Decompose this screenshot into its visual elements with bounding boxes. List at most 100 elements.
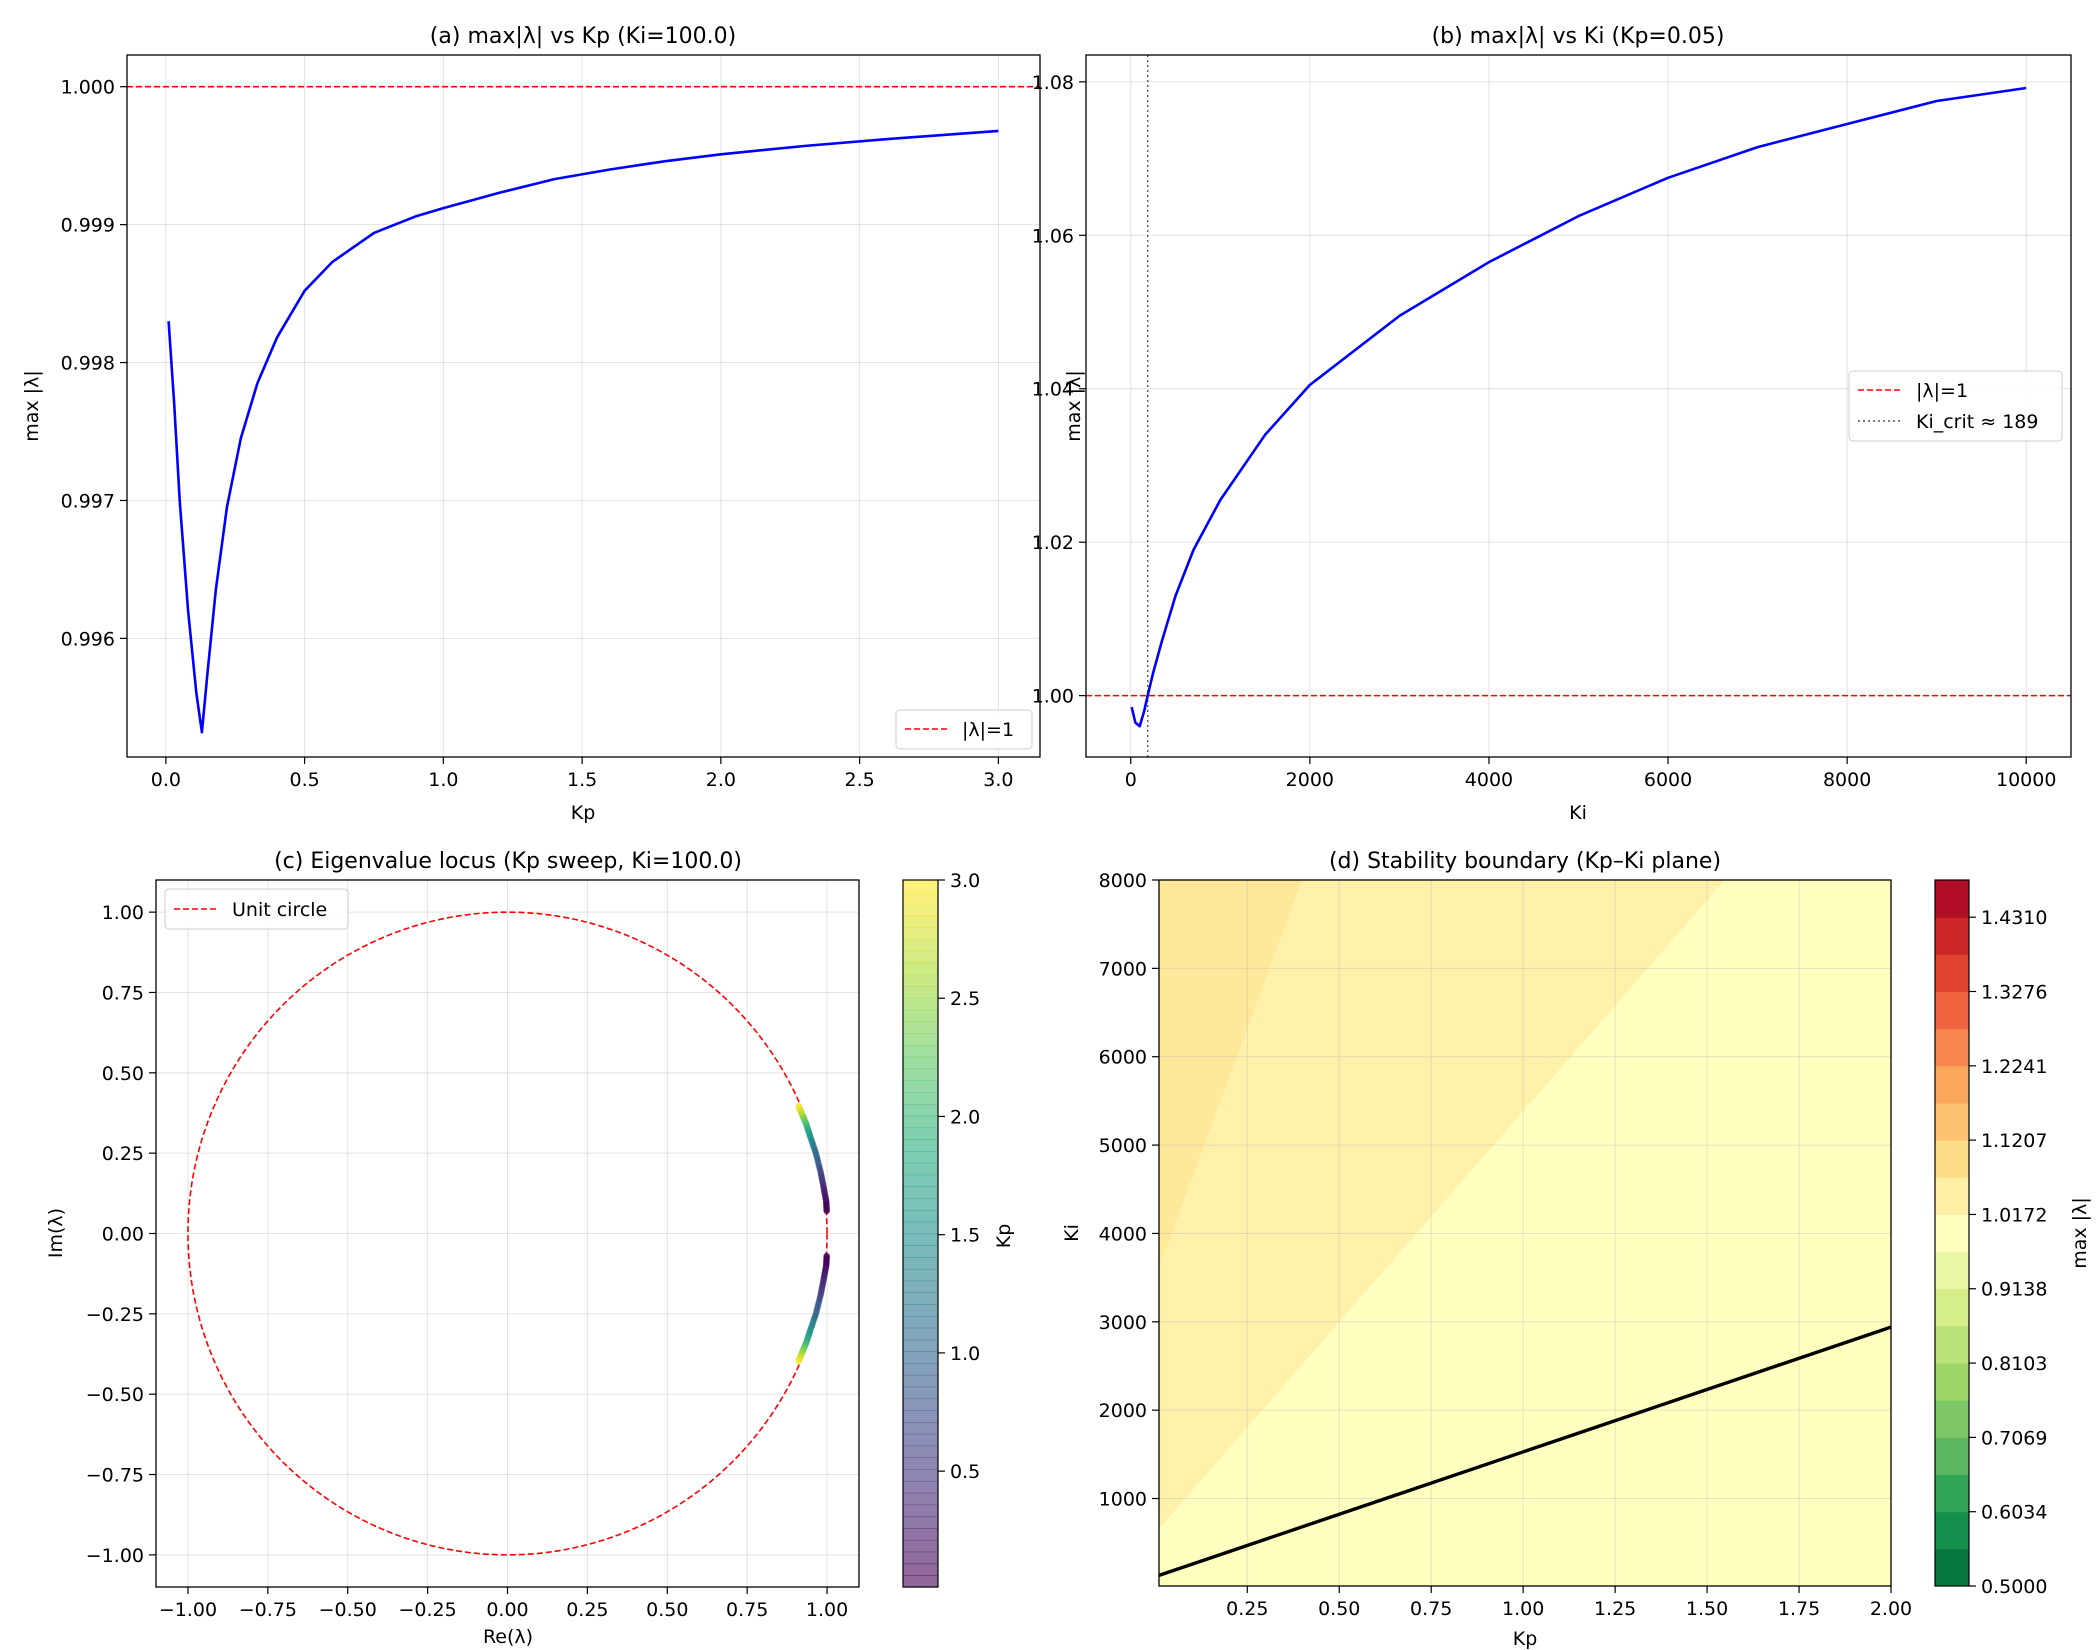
panel-a-xtick-label: 2.5	[845, 769, 875, 791]
panel-d-colorbar: 0.5000 0.6034 0.7069 0.8103 0.9138 1.0172 1.12…	[1934, 879, 2047, 1598]
panel-c-colorbar-segment	[903, 891, 938, 905]
panel-c-colorbar-segment	[903, 1315, 938, 1329]
panel-c-unit-circle	[187, 911, 828, 1556]
panel-c-colorbar-segment	[903, 1469, 938, 1482]
panel-c-colorbar-segment	[903, 927, 938, 940]
panel-d-colorbar-level	[1935, 1251, 1969, 1290]
panel-c-colorbar-tick-label: 3.0	[950, 870, 980, 892]
panel-b-legend-entry-2: Ki_crit ≈ 189	[1916, 411, 2039, 433]
panel-a-ylabel: max |λ|	[21, 370, 43, 441]
panel-c-colorbar-segment	[903, 1480, 938, 1494]
panel-a-title: (a) max|λ| vs Kp (Ki=100.0)	[430, 24, 736, 49]
panel-d-ytick-label: 5000	[1099, 1135, 1147, 1157]
panel-d-colorbar-tick-label: 1.4310	[1981, 907, 2047, 929]
panel-c-colorbar-segment	[903, 1422, 938, 1435]
panel-d-ytick-label: 6000	[1099, 1047, 1147, 1069]
panel-d-colorbar-tick-label: 0.5000	[1981, 1576, 2047, 1598]
panel-c-ytick-label: 0.75	[102, 982, 144, 1004]
panel-c-colorbar-segment	[903, 1433, 938, 1447]
panel-c-colorbar-segment	[903, 1021, 938, 1034]
panel-c-colorbar-segment	[903, 1186, 938, 1199]
panel-a-ytick-label: 0.998	[61, 353, 115, 375]
panel-b-xtick-label: 6000	[1644, 769, 1692, 791]
panel-c-colorbar-segment	[903, 1445, 938, 1458]
panel-c-xtick-label: −0.50	[319, 1599, 377, 1621]
panel-b-legend: |λ|=1 Ki_crit ≈ 189	[1848, 370, 2063, 442]
panel-d-xtick-label: 0.50	[1318, 1598, 1360, 1620]
panel-d-xtick-label: 0.25	[1226, 1598, 1268, 1620]
panel-c-colorbar-segment	[903, 1374, 938, 1388]
panel-c-colorbar-segment	[903, 1563, 938, 1576]
panel-c-colorbar-segment	[903, 1457, 938, 1470]
panel-b-ytick-label: 1.02	[1032, 532, 1074, 554]
panel-d-title: (d) Stability boundary (Kp–Ki plane)	[1329, 849, 1721, 874]
panel-d-colorbar-level	[1935, 954, 1969, 992]
panel-d-xtick-label: 1.75	[1778, 1598, 1820, 1620]
panel-c-colorbar-segment	[903, 1386, 938, 1400]
panel-b-ytick-label: 1.00	[1032, 686, 1074, 708]
panel-b-xtick-label: 10000	[1996, 769, 2056, 791]
panel-c-colorbar-segment	[903, 938, 938, 952]
panel-d-colorbar-level	[1935, 1214, 1969, 1253]
panel-a: 0.0 0.5 1.0 1.5 2.0 2.5 3.0 0.996 0.997 0.998 0.99…	[21, 24, 1041, 824]
panel-c-colorbar-segment	[903, 1551, 938, 1565]
panel-c-colorbar-segment	[903, 1174, 938, 1187]
panel-d-colorbar-tick-label: 1.3276	[1981, 981, 2047, 1003]
panel-d-colorbar-level	[1935, 917, 1969, 955]
panel-c-eigenvalue-point	[795, 1103, 802, 1110]
panel-d-xlabel: Kp	[1513, 1628, 1538, 1650]
panel-d-ytick-label: 2000	[1099, 1400, 1147, 1422]
panel-c-colorbar-segment	[903, 1245, 938, 1258]
panel-c-title: (c) Eigenvalue locus (Kp sweep, Ki=100.0…	[274, 849, 742, 874]
panel-b-ylabel: max |λ|	[1063, 370, 1085, 441]
panel-c-colorbar-tick-label: 2.5	[950, 988, 980, 1010]
panel-c-colorbar-segment	[903, 1257, 938, 1270]
panel-c-colorbar-segment	[903, 1068, 938, 1081]
panel-d-xtick-label: 0.75	[1410, 1598, 1452, 1620]
panel-c-colorbar-segment	[903, 974, 938, 987]
panel-b-ytick-label: 1.06	[1032, 225, 1074, 247]
panel-c-colorbar-tick-label: 2.0	[950, 1106, 980, 1128]
panel-c-colorbar-segment	[903, 1127, 938, 1140]
panel-c-colorbar-segment	[903, 915, 938, 928]
panel-c-colorbar-segment	[903, 1233, 938, 1246]
panel-b-title: (b) max|λ| vs Ki (Kp=0.05)	[1432, 24, 1725, 49]
panel-a-frame	[126, 54, 1041, 758]
panel-c-legend-entry: Unit circle	[232, 899, 327, 921]
panel-d-colorbar-level	[1935, 1474, 1969, 1513]
panel-d-colorbar-level	[1935, 1065, 1969, 1104]
panel-c-colorbar-segment	[903, 1304, 938, 1317]
panel-c-colorbar-segment	[903, 1516, 938, 1529]
panel-d-colorbar-level	[1935, 1548, 1969, 1587]
panel-a-ytick-label: 1.000	[61, 77, 115, 99]
panel-c-ytick-label: 0.00	[102, 1224, 144, 1246]
panel-c-colorbar-segment	[903, 962, 938, 975]
panel-c-colorbar-segment	[903, 1198, 938, 1211]
panel-c-colorbar-segment	[903, 1139, 938, 1152]
panel-a-ytick-label: 0.999	[61, 215, 115, 237]
panel-c-colorbar-segment	[903, 1398, 938, 1411]
panel-d-colorbar-tick-label: 0.8103	[1981, 1353, 2047, 1375]
panel-d: 0.25 0.50 0.75 1.00 1.25 1.50 1.75 2.00 1000 2000…	[1061, 849, 2091, 1650]
panel-a-ytick-label: 0.997	[61, 490, 115, 512]
panel-c-colorbar-segment	[903, 1162, 938, 1176]
panel-c-colorbar-tick-label: 1.0	[950, 1343, 980, 1365]
panel-c-colorbar-segment	[903, 1103, 938, 1117]
panel-c-colorbar-segment	[903, 1492, 938, 1506]
panel-d-colorbar-level	[1935, 1437, 1969, 1476]
panel-d-ylabel: Ki	[1061, 1224, 1083, 1242]
panel-d-colorbar-tick-label: 1.0172	[1981, 1204, 2047, 1226]
panel-c-colorbar-segment	[903, 1033, 938, 1046]
panel-c-colorbar-segment	[903, 880, 938, 893]
panel-d-colorbar-level	[1935, 880, 1969, 918]
panel-d-xtick-label: 1.50	[1686, 1598, 1728, 1620]
panel-c-colorbar-segment	[903, 1351, 938, 1364]
panel-c-xtick-label: 0.25	[566, 1599, 608, 1621]
panel-c-colorbar-segment	[903, 1292, 938, 1305]
panel-d-colorbar-tick-label: 1.1207	[1981, 1130, 2047, 1152]
panel-d-xtick-label: 1.25	[1594, 1598, 1636, 1620]
panel-c-ytick-label: −1.00	[86, 1545, 144, 1567]
panel-d-colorbar-level	[1935, 1400, 1969, 1438]
panel-d-colorbar-level	[1935, 1325, 1969, 1364]
panel-c-colorbar-segment	[903, 1539, 938, 1553]
